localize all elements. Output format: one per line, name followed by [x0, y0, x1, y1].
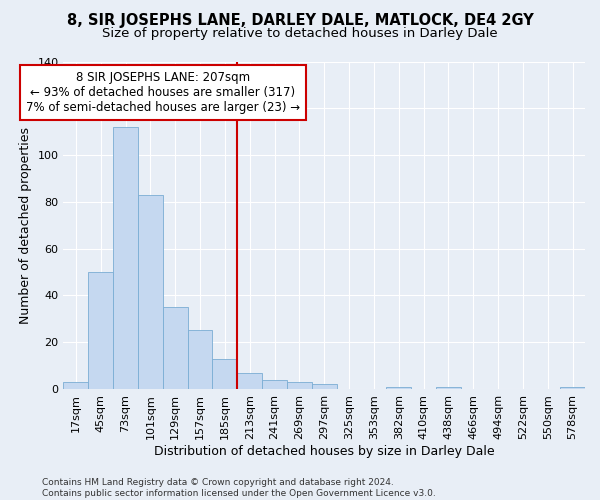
Bar [386, 386, 411, 389]
Text: 8 SIR JOSEPHS LANE: 207sqm
← 93% of detached houses are smaller (317)
7% of semi: 8 SIR JOSEPHS LANE: 207sqm ← 93% of deta… [26, 71, 300, 114]
Bar [287, 382, 312, 389]
Bar [113, 127, 138, 389]
Text: 8, SIR JOSEPHS LANE, DARLEY DALE, MATLOCK, DE4 2GY: 8, SIR JOSEPHS LANE, DARLEY DALE, MATLOC… [67, 12, 533, 28]
Bar [163, 307, 188, 389]
Bar [560, 386, 585, 389]
Y-axis label: Number of detached properties: Number of detached properties [19, 126, 32, 324]
Bar [64, 382, 88, 389]
X-axis label: Distribution of detached houses by size in Darley Dale: Distribution of detached houses by size … [154, 444, 494, 458]
Bar [238, 372, 262, 389]
Bar [312, 384, 337, 389]
Bar [212, 358, 238, 389]
Bar [436, 386, 461, 389]
Bar [138, 195, 163, 389]
Text: Size of property relative to detached houses in Darley Dale: Size of property relative to detached ho… [102, 28, 498, 40]
Bar [188, 330, 212, 389]
Text: Contains HM Land Registry data © Crown copyright and database right 2024.
Contai: Contains HM Land Registry data © Crown c… [42, 478, 436, 498]
Bar [262, 380, 287, 389]
Bar [88, 272, 113, 389]
